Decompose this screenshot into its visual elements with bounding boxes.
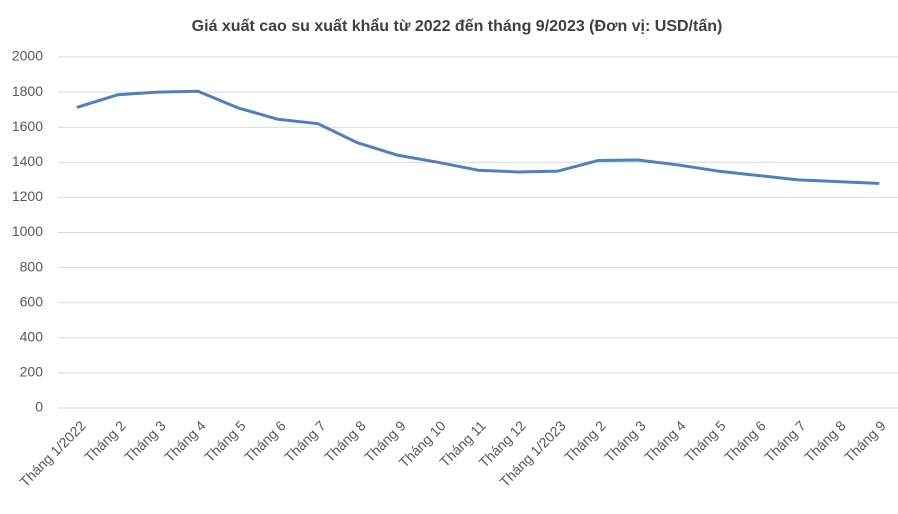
- x-tick-label: Tháng 8: [801, 417, 849, 465]
- x-tick-label: Tháng 2: [561, 417, 609, 465]
- y-tick-label: 1400: [12, 153, 43, 169]
- y-tick-label: 400: [20, 329, 44, 345]
- x-tick-label: Tháng 3: [121, 417, 169, 465]
- x-tick-label: Tháng 7: [281, 417, 329, 465]
- x-tick-label: Tháng 6: [241, 417, 289, 465]
- y-tick-label: 600: [20, 293, 44, 309]
- x-tick-label: Tháng 7: [761, 417, 809, 465]
- x-tick-label: Tháng 4: [641, 417, 689, 465]
- x-tick-label: Tháng 8: [321, 417, 369, 465]
- y-tick-label: 1000: [12, 223, 43, 239]
- x-tick-label: Tháng 6: [721, 417, 769, 465]
- y-tick-label: 1800: [12, 83, 43, 99]
- y-tick-label: 800: [20, 258, 44, 274]
- y-tick-label: 2000: [12, 48, 43, 64]
- x-tick-label: Tháng 3: [601, 417, 649, 465]
- chart-title: Giá xuất cao su xuất khẩu từ 2022 đến th…: [192, 17, 723, 35]
- y-tick-label: 1600: [12, 118, 43, 134]
- x-tick-label: Tháng 5: [681, 417, 729, 465]
- y-tick-label: 1200: [12, 188, 43, 204]
- y-tick-label: 0: [35, 399, 43, 415]
- x-tick-label: Tháng 4: [161, 417, 209, 465]
- x-tick-label: Tháng 1/2022: [16, 417, 89, 490]
- x-tick-label: Tháng 9: [841, 417, 889, 465]
- x-tick-label: Tháng 5: [201, 417, 249, 465]
- y-tick-label: 200: [20, 364, 44, 380]
- data-line: [76, 89, 880, 185]
- x-tick-label: Tháng 2: [81, 417, 129, 465]
